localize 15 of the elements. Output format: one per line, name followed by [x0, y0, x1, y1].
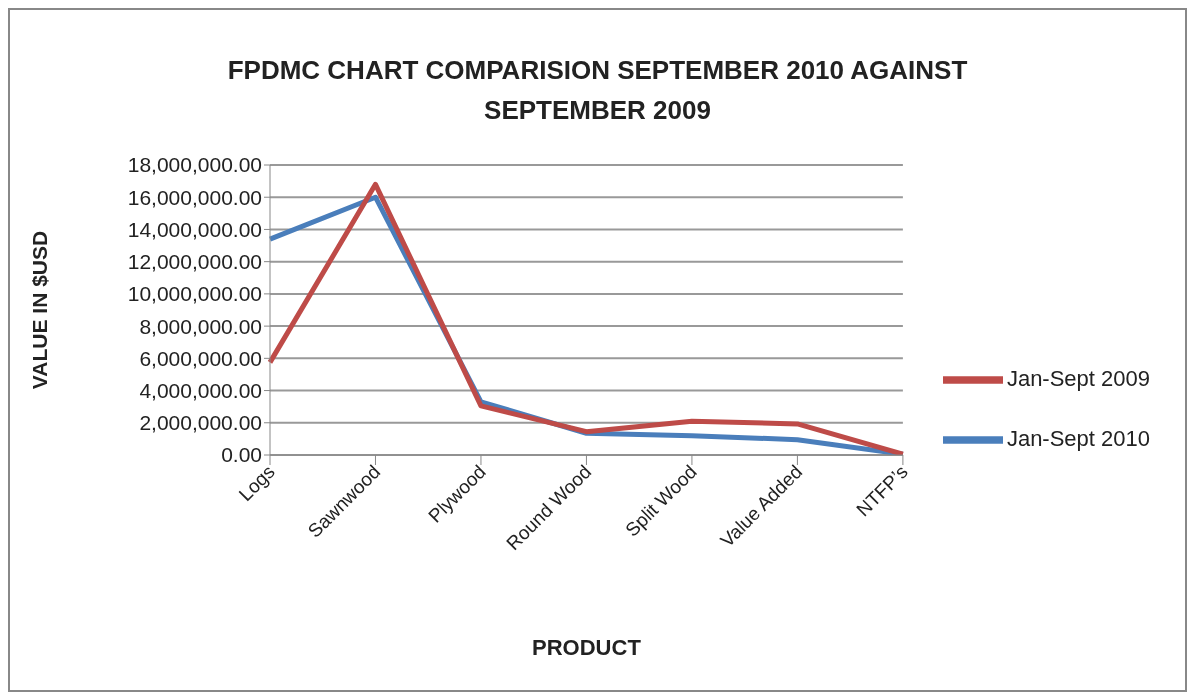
y-tick-label: 16,000,000.00: [127, 185, 262, 209]
y-tick-label: 10,000,000.00: [127, 282, 262, 306]
y-tick-label: 14,000,000.00: [127, 217, 262, 241]
legend-label: Jan-Sept 2009: [1006, 365, 1150, 391]
y-tick-label: 8,000,000.00: [139, 314, 262, 338]
chart-title: FPDMC CHART COMPARISION SEPTEMBER 2010 AGAINST SEPTEMBER 2009: [226, 54, 969, 127]
y-tick-label: 2,000,000.00: [139, 411, 262, 435]
y-tick-label: 0.00: [221, 443, 262, 467]
y-tick-label: 4,000,000.00: [139, 379, 262, 403]
y-axis-title: VALUE IN $USD: [28, 230, 52, 390]
legend-label: Jan-Sept 2010: [1006, 425, 1150, 451]
x-axis-title: PRODUCT: [532, 635, 642, 660]
y-tick-label: 6,000,000.00: [139, 346, 262, 370]
y-tick-label: 18,000,000.00: [127, 153, 262, 177]
y-tick-label: 12,000,000.00: [127, 250, 262, 274]
